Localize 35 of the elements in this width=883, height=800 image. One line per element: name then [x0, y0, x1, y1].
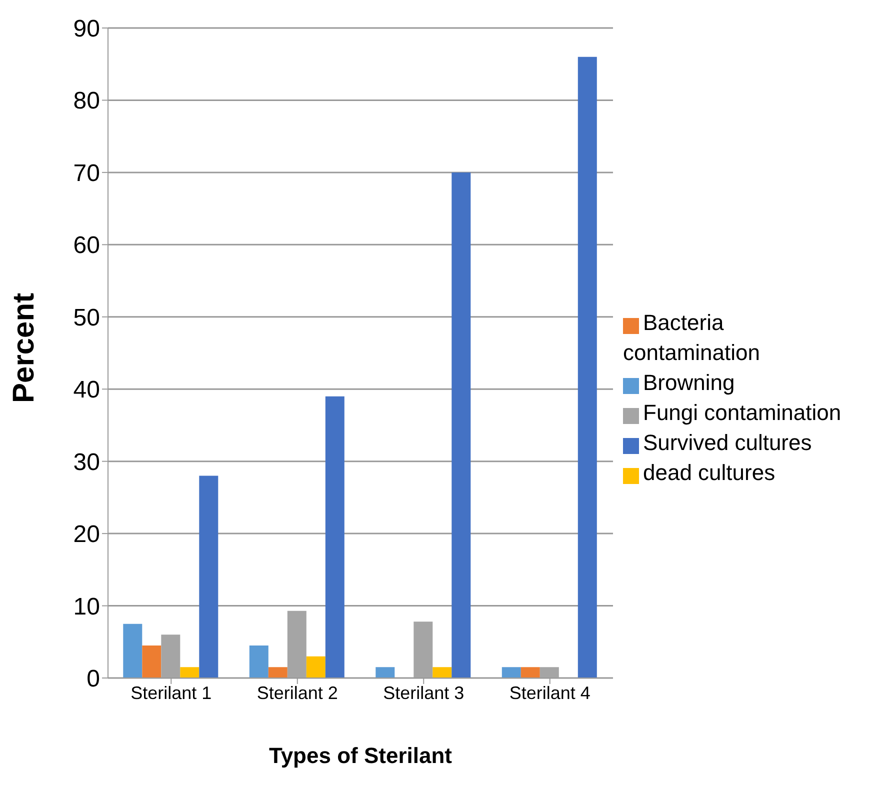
bar — [306, 656, 326, 678]
bar — [180, 667, 200, 678]
bar — [199, 476, 218, 678]
bar — [325, 396, 344, 678]
y-tick-label: 20 — [73, 521, 100, 548]
y-tick-label: 40 — [73, 376, 100, 404]
x-tick-label: Sterilant 2 — [256, 682, 338, 703]
legend-label: Survived cultures — [643, 430, 812, 455]
bar — [452, 172, 471, 678]
bar — [123, 624, 142, 678]
bar — [376, 667, 395, 678]
x-tick-label: Sterilant 1 — [130, 682, 212, 703]
bar — [578, 56, 597, 678]
y-tick-label: 90 — [73, 16, 100, 43]
bar — [142, 646, 162, 678]
legend-label: Fungi contamination — [643, 400, 842, 425]
y-tick-label: 0 — [86, 666, 100, 693]
x-axis-title: Types of Sterilant — [269, 743, 453, 768]
legend-label: Bacteria contamination — [623, 310, 760, 365]
legend-label: Browning — [643, 370, 735, 395]
y-tick-label: 50 — [73, 304, 100, 332]
y-tick-label: 70 — [73, 160, 100, 187]
x-tick-label: Sterilant 4 — [509, 682, 590, 703]
bar — [432, 667, 452, 678]
bar — [502, 667, 521, 678]
bar — [249, 646, 268, 678]
legend-label: dead cultures — [643, 460, 776, 485]
bar — [268, 667, 288, 678]
y-tick-label: 60 — [73, 232, 100, 260]
y-tick-label: 80 — [73, 88, 100, 115]
x-tick-label: Sterilant 3 — [383, 682, 464, 703]
y-tick-label: 30 — [73, 448, 100, 476]
y-tick-label: 10 — [73, 593, 100, 620]
bar — [520, 667, 540, 678]
y-axis-title: Percent — [8, 292, 41, 403]
